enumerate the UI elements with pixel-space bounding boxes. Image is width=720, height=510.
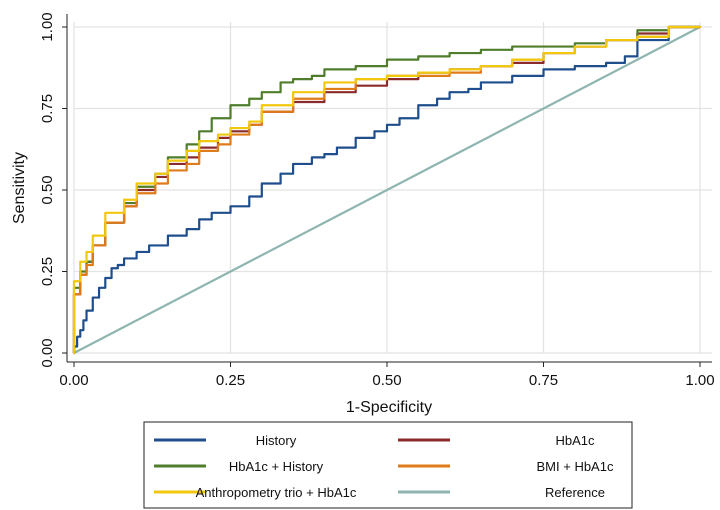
y-tick-label: 0.25 <box>39 257 56 286</box>
series-line-anthropometry-trio-hba1c <box>72 25 702 355</box>
legend-box <box>143 421 633 509</box>
series-line-history <box>72 25 702 355</box>
x-tick-label: 0.75 <box>529 372 558 389</box>
series-lines <box>72 25 702 355</box>
x-tick-label: 1.00 <box>685 372 714 389</box>
y-axis-title: Sensitivity <box>11 152 28 224</box>
legend: History HbA1c HbA1c + History BMI + HbA1c An… <box>143 421 633 509</box>
legend-label-history: History <box>256 433 297 448</box>
y-tick-label: 1.00 <box>39 12 56 41</box>
x-tick-label: 0.00 <box>59 372 88 389</box>
legend-label-hba1c: HbA1c <box>555 433 595 448</box>
legend-label-hba1c-history: HbA1c + History <box>229 459 324 474</box>
series-line-reference <box>72 25 702 355</box>
x-axis-title: 1-Specificity <box>346 399 432 416</box>
legend-label-anthropometry-trio-hba1c: Anthropometry trio + HbA1c <box>196 485 357 500</box>
x-tick-label: 0.25 <box>216 372 245 389</box>
y-tick-label: 0.50 <box>39 175 56 204</box>
x-tick-label: 0.50 <box>372 372 401 389</box>
legend-label-bmi-hba1c: BMI + HbA1c <box>537 459 614 474</box>
legend-label-reference: Reference <box>545 485 605 500</box>
axes <box>66 14 712 363</box>
y-tick-label: 0.00 <box>39 338 56 367</box>
x-ticks: 0.00 0.25 0.50 0.75 1.00 <box>59 362 715 389</box>
y-tick-label: 0.75 <box>39 94 56 123</box>
y-ticks: 0.00 0.25 0.50 0.75 1.00 <box>39 12 67 368</box>
